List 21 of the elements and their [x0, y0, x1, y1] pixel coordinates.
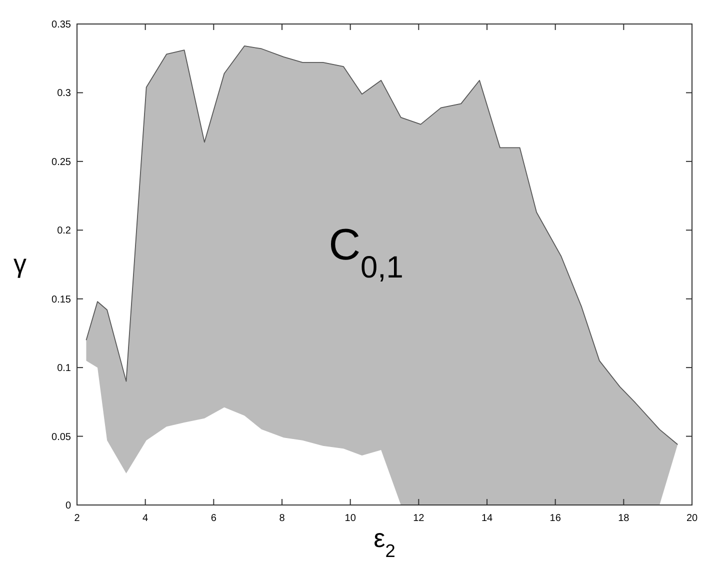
x-tick-label: 20: [686, 513, 698, 524]
annotation: C$_{0,1}$: [328, 220, 404, 284]
y-tick-label: 0.15: [52, 294, 72, 306]
x-tick-label: 16: [550, 513, 562, 524]
x-tick-label: 10: [344, 513, 356, 524]
x-tick-label: 12: [413, 513, 425, 524]
x-tick-label: 14: [481, 513, 493, 524]
x-tick-label: 8: [279, 513, 286, 524]
y-tick-label: 0.35: [52, 20, 72, 30]
x-axis-title: ε$_{2}$: [374, 523, 396, 561]
x-tick-label: 2: [74, 513, 80, 524]
y-tick-label: 0.25: [52, 156, 72, 168]
y-tick-label: 0.3: [57, 88, 72, 100]
x-tick-label: 4: [142, 513, 149, 524]
x-tick-label: 6: [210, 513, 217, 524]
y-tick-label: 0.05: [52, 432, 72, 443]
y-axis-title: γ: [14, 248, 26, 278]
y-tick-label: 0: [65, 500, 72, 512]
y-tick-label: 0.1: [57, 363, 72, 374]
y-tick-label: 0.2: [57, 226, 72, 237]
x-tick-label: 18: [618, 513, 630, 524]
